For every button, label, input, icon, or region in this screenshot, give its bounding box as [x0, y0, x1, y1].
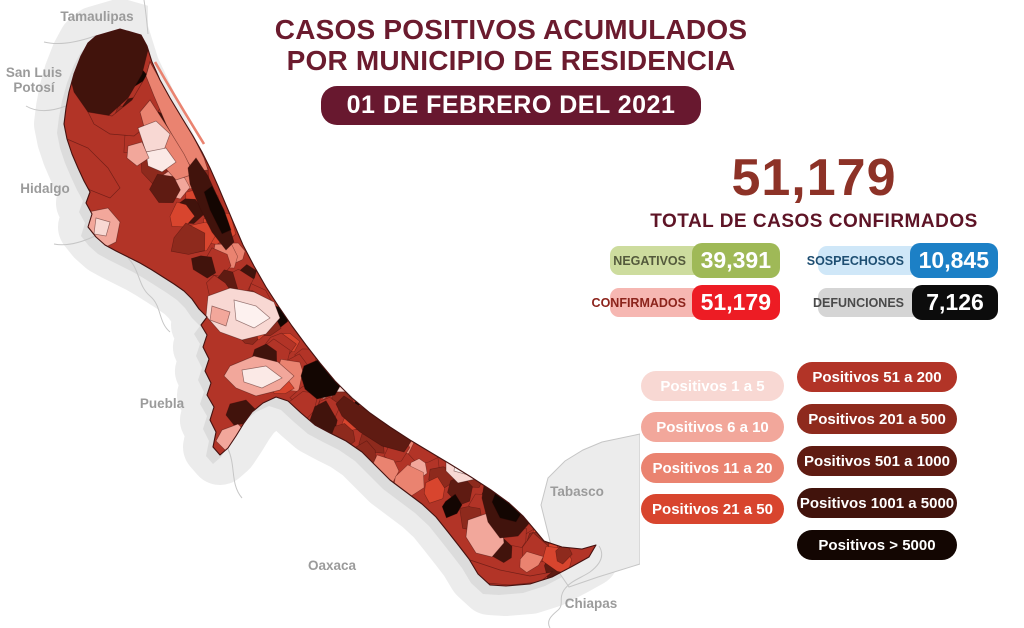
state-label-san-luis-potosi: San Luis Potosí — [6, 65, 62, 95]
total-confirmed-label: TOTAL DE CASOS CONFIRMADOS — [650, 211, 978, 232]
legend-col-left: Positivos 1 a 5 Positivos 6 a 10 Positivos… — [641, 371, 784, 572]
total-confirmed-value: 51,179 — [731, 149, 897, 207]
legend-item-pos-201-500: Positivos 201 a 500 — [797, 404, 957, 434]
legend-item-pos-21-50: Positivos 21 a 50 — [641, 494, 784, 524]
badge-confirmados: CONFIRMADOS 51,179 — [592, 285, 780, 320]
badge-sospechosos-value: 10,845 — [909, 243, 998, 278]
state-label-hidalgo: Hidalgo — [20, 181, 70, 196]
map-legend: Positivos 1 a 5 Positivos 6 a 10 Positivos… — [641, 362, 957, 572]
legend-item-pos-gt-5000: Positivos > 5000 — [797, 530, 957, 560]
title-block: CASOS POSITIVOS ACUMULADOS POR MUNICIPIO… — [255, 14, 767, 125]
map-container: Tamaulipas San Luis Potosí Hidalgo Puebla Oax… — [6, 0, 641, 628]
legend-item-pos-1-5: Positivos 1 a 5 — [641, 371, 784, 401]
badge-sospechosos-label: SOSPECHOSOS — [806, 253, 904, 268]
badge-confirmados-label: CONFIRMADOS — [591, 295, 686, 310]
badge-negativos-label: NEGATIVOS — [613, 253, 686, 268]
legend-item-pos-51-200: Positivos 51 a 200 — [797, 362, 957, 392]
badge-negativos: NEGATIVOS 39,391 — [610, 243, 780, 278]
summary-block: 51,179 TOTAL DE CASOS CONFIRMADOS — [612, 148, 1016, 233]
badge-defunciones: DEFUNCIONES 7,126 — [813, 285, 998, 320]
badge-defunciones-label: DEFUNCIONES — [813, 295, 904, 310]
legend-item-pos-6-10: Positivos 6 a 10 — [641, 412, 784, 442]
legend-item-pos-11-20: Positivos 11 a 20 — [641, 453, 784, 483]
state-label-oaxaca: Oaxaca — [308, 558, 357, 573]
badge-defunciones-value: 7,126 — [912, 285, 998, 320]
legend-item-pos-1001-5000: Positivos 1001 a 5000 — [797, 488, 957, 518]
veracruz-choropleth-map: Tamaulipas San Luis Potosí Hidalgo Puebla Oax… — [6, 0, 641, 628]
badge-sospechosos: SOSPECHOSOS 10,845 — [807, 243, 998, 278]
state-label-chiapas: Chiapas — [565, 596, 618, 611]
date-banner: 01 DE FEBRERO DEL 2021 — [320, 85, 702, 125]
legend-item-pos-501-1000: Positivos 501 a 1000 — [797, 446, 957, 476]
page-title-line1: CASOS POSITIVOS ACUMULADOS — [274, 14, 748, 45]
state-label-tabasco: Tabasco — [550, 484, 604, 499]
state-label-puebla: Puebla — [140, 396, 185, 411]
status-badges: NEGATIVOS 39,391 SOSPECHOSOS 10,845 CONFIRMA… — [592, 243, 998, 320]
badge-confirmados-value: 51,179 — [691, 285, 780, 320]
state-label-tamaulipas: Tamaulipas — [60, 9, 133, 24]
badge-negativos-value: 39,391 — [691, 243, 780, 278]
page-title-line2: POR MUNICIPIO DE RESIDENCIA — [286, 45, 736, 77]
legend-col-right: Positivos 51 a 200 Positivos 201 a 500 Pos… — [797, 362, 957, 572]
page-title: CASOS POSITIVOS ACUMULADOS POR MUNICIPIO… — [255, 14, 767, 77]
